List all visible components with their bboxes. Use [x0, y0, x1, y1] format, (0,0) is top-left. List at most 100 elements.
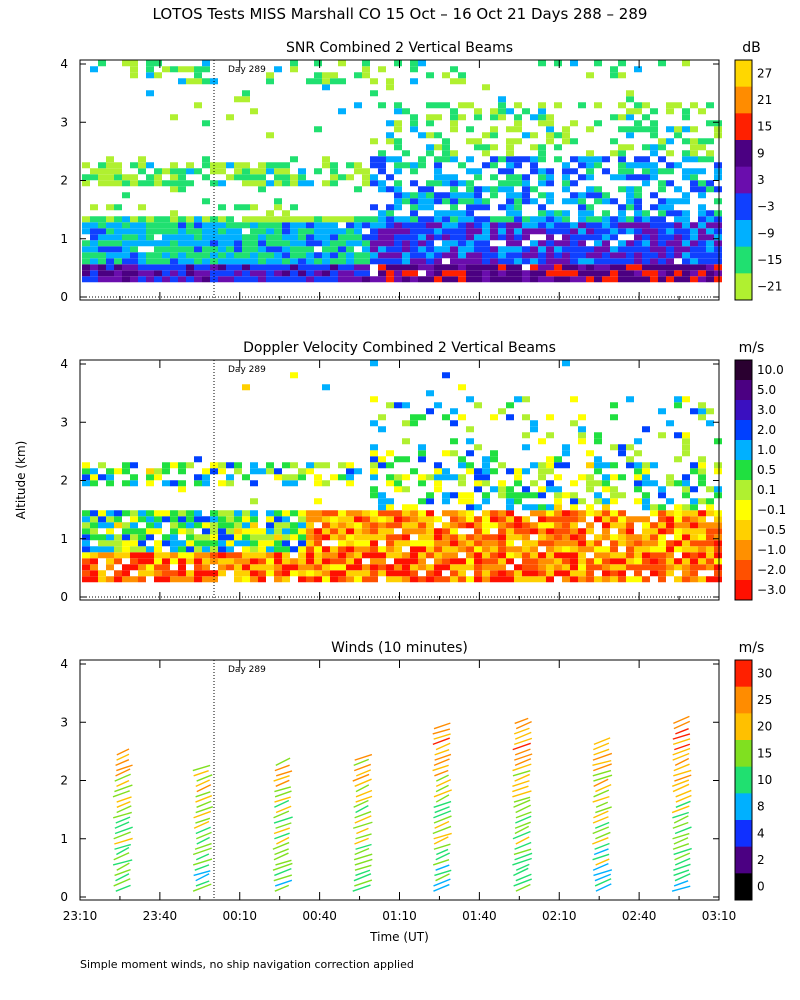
data-cell — [226, 474, 234, 481]
wind-barb — [515, 883, 531, 892]
data-cell — [602, 276, 610, 283]
data-cell — [610, 270, 618, 277]
data-cell — [114, 216, 122, 223]
data-cell — [450, 570, 458, 577]
data-cell — [346, 552, 354, 559]
data-cell — [178, 228, 186, 235]
data-cell — [546, 264, 554, 271]
data-cell — [402, 258, 410, 265]
data-cell — [642, 222, 650, 229]
data-cell — [466, 426, 474, 433]
data-cell — [682, 534, 690, 541]
data-cell — [634, 240, 642, 247]
data-cell — [274, 228, 282, 235]
data-cell — [618, 222, 626, 229]
data-cell — [698, 204, 706, 211]
data-cell — [170, 276, 178, 283]
data-cell — [258, 228, 266, 235]
wind-barb — [352, 884, 371, 892]
data-cell — [146, 228, 154, 235]
data-cell — [434, 546, 442, 553]
data-cell — [410, 258, 418, 265]
data-cell — [146, 276, 154, 283]
data-cell — [194, 480, 202, 487]
data-cell — [562, 126, 570, 133]
data-cell — [482, 468, 490, 475]
data-cell — [666, 510, 674, 517]
data-cell — [242, 552, 250, 559]
data-cell — [186, 264, 194, 271]
data-cell — [386, 534, 394, 541]
data-cell — [378, 162, 386, 169]
data-cell — [162, 468, 170, 475]
data-cell — [578, 438, 586, 445]
data-cell — [410, 228, 418, 235]
data-cell — [130, 246, 138, 253]
data-cell — [402, 552, 410, 559]
data-cell — [562, 168, 570, 175]
data-cell — [626, 96, 634, 103]
data-cell — [130, 546, 138, 553]
data-cell — [514, 204, 522, 211]
data-cell — [82, 264, 90, 271]
data-cell — [458, 270, 466, 277]
data-cell — [602, 486, 610, 493]
data-cell — [186, 576, 194, 583]
data-cell — [146, 474, 154, 481]
data-cell — [346, 252, 354, 259]
data-cell — [570, 540, 578, 547]
data-cell — [202, 534, 210, 541]
data-cell — [202, 174, 210, 181]
data-cell — [594, 432, 602, 439]
data-cell — [218, 558, 226, 565]
data-cell — [330, 222, 338, 229]
data-cell — [130, 234, 138, 241]
data-cell — [218, 570, 226, 577]
wind-barb — [195, 873, 210, 882]
panel-1-data — [82, 60, 722, 283]
data-cell — [610, 246, 618, 253]
y-tick-label: 4 — [60, 357, 68, 371]
data-cell — [146, 90, 154, 97]
data-cell — [306, 246, 314, 253]
data-cell — [466, 534, 474, 541]
data-cell — [466, 498, 474, 505]
data-cell — [450, 450, 458, 457]
data-cell — [658, 210, 666, 217]
data-cell — [626, 558, 634, 565]
data-cell — [266, 168, 274, 175]
data-cell — [522, 180, 530, 187]
data-cell — [122, 264, 130, 271]
data-cell — [674, 126, 682, 133]
data-cell — [218, 528, 226, 535]
data-cell — [394, 456, 402, 463]
data-cell — [570, 180, 578, 187]
data-cell — [706, 420, 714, 427]
data-cell — [506, 138, 514, 145]
data-cell — [610, 570, 618, 577]
wind-barb — [594, 842, 610, 850]
data-cell — [674, 162, 682, 169]
data-cell — [706, 504, 714, 511]
data-cell — [594, 576, 602, 583]
data-cell — [90, 522, 98, 529]
data-cell — [114, 534, 122, 541]
colorbar-tick-label: −0.1 — [757, 503, 786, 517]
data-cell — [714, 240, 722, 247]
wind-barb — [114, 821, 130, 829]
data-cell — [650, 222, 658, 229]
data-cell — [546, 114, 554, 121]
data-cell — [330, 180, 338, 187]
data-cell — [146, 570, 154, 577]
wind-barb — [592, 752, 613, 761]
data-cell — [626, 246, 634, 253]
data-cell — [370, 252, 378, 259]
data-cell — [378, 180, 386, 187]
data-cell — [474, 234, 482, 241]
wind-barb — [673, 715, 690, 725]
y-tick-label: 1 — [60, 532, 68, 546]
data-cell — [554, 456, 562, 463]
wind-barb — [514, 852, 533, 861]
data-cell — [658, 540, 666, 547]
data-cell — [610, 228, 618, 235]
